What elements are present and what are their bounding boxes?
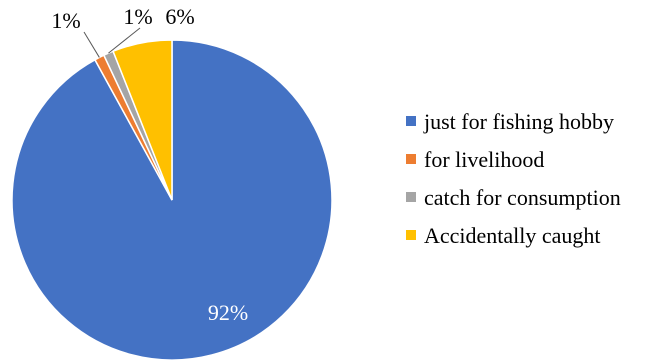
data-label-0: 92% bbox=[208, 300, 248, 325]
data-label-3: 6% bbox=[165, 4, 194, 29]
legend-label-1: for livelihood bbox=[424, 147, 544, 172]
data-label-1: 1% bbox=[51, 8, 80, 33]
legend: just for fishing hobby for livelihood catc… bbox=[406, 109, 621, 248]
legend-swatch-0 bbox=[406, 116, 416, 126]
data-label-2: 1% bbox=[123, 4, 152, 29]
legend-label-2: catch for consumption bbox=[424, 185, 621, 210]
legend-swatch-3 bbox=[406, 230, 416, 240]
leader-line-1 bbox=[84, 32, 99, 57]
legend-swatch-1 bbox=[406, 154, 416, 164]
legend-swatch-2 bbox=[406, 192, 416, 202]
legend-label-3: Accidentally caught bbox=[424, 223, 601, 248]
pie-slices bbox=[12, 40, 332, 360]
legend-label-0: just for fishing hobby bbox=[423, 109, 614, 134]
